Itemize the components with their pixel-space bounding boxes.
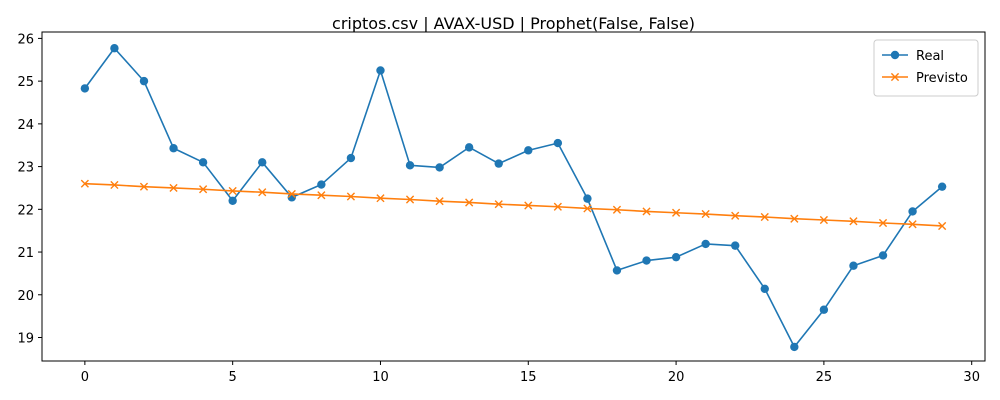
legend-label: Real: [916, 49, 944, 64]
data-point: [878, 218, 888, 228]
data-point: [139, 182, 149, 191]
legend-marker: [890, 72, 900, 82]
data-point: [376, 66, 385, 75]
legend-box: [873, 39, 979, 97]
data-point: [464, 143, 474, 152]
data-point: [494, 200, 503, 209]
data-point: [435, 163, 444, 172]
data-point: [110, 180, 119, 190]
series-previsto: [80, 179, 947, 231]
data-point: [169, 183, 178, 193]
plot-area: [41, 31, 986, 362]
data-point: [908, 207, 917, 216]
data-point: [346, 153, 356, 163]
data-point: [494, 159, 503, 168]
series-layer: [80, 44, 947, 352]
data-point: [819, 305, 829, 314]
data-point: [524, 146, 533, 155]
data-point: [642, 256, 651, 265]
data-point: [258, 158, 267, 167]
data-point: [790, 214, 799, 223]
x-tick-label: 20: [668, 370, 685, 385]
data-point: [317, 191, 326, 200]
y-tick-label: 24: [17, 118, 34, 133]
data-point: [819, 215, 828, 225]
data-point: [908, 220, 917, 229]
data-point: [583, 194, 592, 203]
data-point: [80, 84, 90, 93]
data-point: [435, 197, 444, 206]
data-point: [258, 188, 267, 197]
x-tick-label: 25: [816, 370, 833, 385]
y-tick-label: 22: [17, 203, 34, 218]
data-point: [849, 261, 858, 270]
series-line: [84, 182, 943, 227]
data-point: [80, 179, 89, 188]
y-tick-label: 23: [17, 161, 34, 176]
data-point: [612, 266, 622, 275]
data-point: [612, 205, 622, 214]
data-point: [760, 212, 769, 222]
data-point: [701, 239, 710, 249]
x-tick-label: 10: [372, 370, 389, 385]
axes: 0 5 10 15 20 25 30 19 20 21 22 23 24 25 26: [17, 32, 980, 385]
legend-entry: Real: [882, 49, 944, 64]
data-point: [583, 204, 592, 213]
data-point: [760, 284, 769, 293]
data-point: [937, 182, 947, 191]
legend: Real Previsto: [873, 39, 979, 97]
data-point: [790, 342, 799, 352]
y-tick-label: 21: [17, 246, 34, 261]
data-point: [139, 76, 149, 86]
data-point: [346, 192, 356, 201]
legend-entry: Previsto: [882, 71, 968, 86]
data-point: [671, 252, 681, 262]
legend-label: Previsto: [916, 71, 968, 86]
legend-marker: [890, 50, 900, 60]
x-tick-label: 0: [81, 370, 89, 385]
y-tick-label: 26: [17, 32, 34, 47]
x-tick-label: 5: [229, 370, 237, 385]
data-point: [198, 158, 208, 167]
data-point: [524, 201, 533, 210]
data-point: [701, 209, 710, 219]
y-tick-label: 25: [17, 75, 34, 90]
data-point: [228, 186, 237, 196]
data-point: [938, 221, 947, 231]
data-point: [376, 194, 385, 203]
x-tick-label: 30: [963, 370, 980, 385]
data-point: [405, 161, 415, 170]
data-point: [405, 195, 415, 204]
data-point: [228, 196, 237, 205]
data-point: [465, 198, 474, 207]
data-point: [671, 208, 681, 217]
data-point: [553, 202, 562, 211]
data-point: [553, 138, 563, 148]
data-point: [199, 185, 208, 194]
series-line: [84, 47, 943, 348]
data-point: [110, 44, 119, 53]
data-point: [287, 189, 296, 199]
data-point: [169, 144, 178, 153]
data-point: [642, 207, 651, 216]
y-tick-label: 19: [17, 332, 34, 347]
data-point: [731, 211, 740, 220]
chart-title: criptos.csv | AVAX-USD | Prophet(False, …: [332, 14, 695, 33]
data-point: [317, 180, 326, 189]
data-point: [878, 251, 888, 260]
data-point: [849, 217, 858, 226]
x-tick-label: 15: [520, 370, 537, 385]
y-tick-label: 20: [17, 289, 34, 304]
data-point: [731, 241, 740, 250]
